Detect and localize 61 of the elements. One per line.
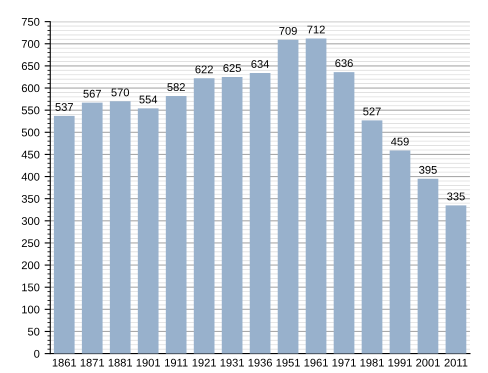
data-label: 567 bbox=[83, 90, 101, 98]
x-tick-label: 1961 bbox=[304, 358, 328, 367]
x-tick-label: 1921 bbox=[192, 358, 216, 367]
x-tick-label: 1951 bbox=[276, 358, 300, 367]
x-tick-label: 1861 bbox=[52, 358, 76, 367]
y-tick-label: 0 bbox=[34, 350, 40, 358]
bar bbox=[250, 72, 270, 354]
x-tick-label: 1936 bbox=[248, 358, 272, 367]
y-tick-label: 450 bbox=[22, 150, 40, 159]
x-tick-label: 1911 bbox=[165, 358, 188, 367]
y-tick-label: 600 bbox=[22, 84, 40, 92]
y-tick-label: 300 bbox=[22, 217, 40, 225]
data-label: 709 bbox=[279, 26, 297, 35]
x-tick-label: 1901 bbox=[136, 358, 160, 367]
data-label: 459 bbox=[390, 138, 409, 146]
data-label: 636 bbox=[335, 59, 353, 68]
y-tick-label: 350 bbox=[22, 194, 40, 203]
x-tick-label: 1881 bbox=[108, 358, 132, 367]
y-tick-label: 650 bbox=[22, 62, 40, 70]
x-tick-label: 1991 bbox=[388, 358, 412, 367]
data-label: 712 bbox=[307, 26, 325, 34]
y-tick-label: 100 bbox=[22, 306, 40, 314]
bar bbox=[278, 40, 298, 354]
bar bbox=[54, 116, 75, 354]
data-label: 335 bbox=[447, 192, 465, 200]
x-tick-label: 1871 bbox=[80, 358, 104, 367]
y-tick-label: 750 bbox=[22, 18, 40, 26]
y-tick-label: 400 bbox=[22, 172, 40, 181]
x-tick-label: 1931 bbox=[220, 358, 244, 367]
data-label: 570 bbox=[111, 88, 130, 96]
data-label: 622 bbox=[195, 65, 213, 74]
data-label: 554 bbox=[139, 96, 158, 104]
bar bbox=[138, 108, 159, 354]
data-label: 625 bbox=[223, 64, 241, 72]
y-tick-label: 700 bbox=[22, 40, 40, 48]
x-tick-label: 1981 bbox=[360, 358, 384, 367]
x-tick-label: 1971 bbox=[332, 358, 356, 367]
y-tick-label: 50 bbox=[28, 328, 40, 336]
bar bbox=[110, 101, 131, 354]
y-tick-label: 500 bbox=[22, 128, 40, 136]
bar bbox=[418, 178, 438, 354]
bar bbox=[446, 205, 466, 354]
bar bbox=[390, 150, 410, 354]
y-tick-label: 200 bbox=[22, 261, 40, 270]
bar bbox=[82, 102, 103, 354]
x-tick-label: 2011 bbox=[444, 358, 468, 367]
data-label: 537 bbox=[55, 103, 73, 111]
bar bbox=[194, 78, 214, 354]
data-label: 634 bbox=[251, 60, 270, 68]
data-label: 582 bbox=[167, 83, 185, 92]
bar bbox=[362, 120, 382, 354]
data-label: 527 bbox=[363, 108, 381, 116]
bar bbox=[306, 38, 326, 354]
bar bbox=[222, 76, 242, 354]
bar bbox=[334, 72, 354, 354]
y-tick-label: 550 bbox=[22, 106, 40, 114]
bar bbox=[166, 96, 187, 354]
data-label: 395 bbox=[419, 166, 437, 174]
y-tick-label: 150 bbox=[22, 283, 40, 292]
y-tick-label: 250 bbox=[22, 239, 40, 248]
x-tick-label: 2001 bbox=[416, 358, 440, 367]
